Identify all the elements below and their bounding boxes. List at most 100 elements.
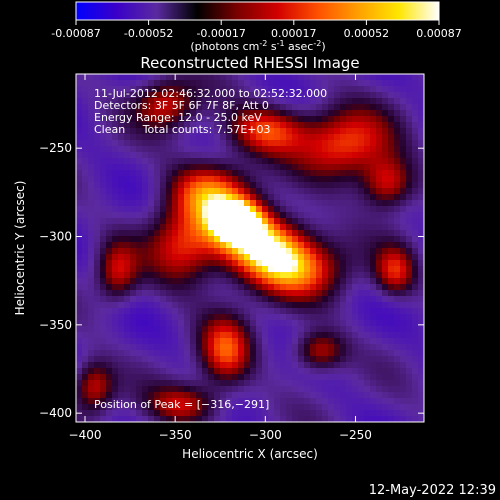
heatmap-cell [82,374,89,381]
heatmap-cell [130,86,137,93]
heatmap-cell [328,152,335,159]
heatmap-cell [274,380,281,387]
heatmap-cell [76,266,83,273]
heatmap-cell [100,140,107,147]
heatmap-cell [226,200,233,207]
heatmap-cell [172,122,179,129]
heatmap-cell [244,176,251,183]
heatmap-cell [190,140,197,147]
heatmap-cell [136,224,143,231]
heatmap-cell [88,374,95,381]
heatmap-cell [238,326,245,333]
heatmap-cell [208,116,215,123]
heatmap-cell [184,350,191,357]
heatmap-cell [172,386,179,393]
heatmap-cell [238,350,245,357]
heatmap-cell [340,326,347,333]
heatmap-cell [388,320,395,327]
heatmap-cell [238,86,245,93]
heatmap-cell [406,320,413,327]
heatmap-cell [160,356,167,363]
heatmap-cell [352,188,359,195]
heatmap-cell [376,116,383,123]
heatmap-cell [238,374,245,381]
heatmap-cell [346,338,353,345]
heatmap-cell [274,320,281,327]
heatmap-cell [298,122,305,129]
heatmap-cell [322,98,329,105]
heatmap-cell [82,338,89,345]
heatmap-cell [280,410,287,417]
heatmap-cell [328,110,335,117]
heatmap-cell [346,266,353,273]
heatmap-cell [214,230,221,237]
heatmap-cell [172,218,179,225]
heatmap-cell [292,266,299,273]
heatmap-cell [298,80,305,87]
heatmap-cell [232,308,239,315]
heatmap-cell [154,272,161,279]
heatmap-cell [112,152,119,159]
heatmap-cell [406,332,413,339]
heatmap-cell [376,176,383,183]
heatmap-cell [76,332,83,339]
heatmap-cell [310,278,317,285]
heatmap-cell [214,404,221,411]
heatmap-cell [208,176,215,183]
heatmap-cell [244,212,251,219]
heatmap-cell [244,350,251,357]
heatmap-cell [226,230,233,237]
heatmap-cell [232,104,239,111]
heatmap-cell [310,188,317,195]
heatmap-cell [286,164,293,171]
heatmap-cell [178,308,185,315]
heatmap-cell [394,338,401,345]
heatmap-cell [322,332,329,339]
heatmap-cell [298,218,305,225]
heatmap-cell [130,410,137,417]
heatmap-cell [292,104,299,111]
heatmap-cell [328,236,335,243]
heatmap-cell [250,116,257,123]
heatmap-cell [292,308,299,315]
heatmap-cell [82,158,89,165]
heatmap-cell [280,182,287,189]
heatmap-cell [94,302,101,309]
heatmap-cell [310,290,317,297]
heatmap-cell [202,380,209,387]
heatmap-cell [310,104,317,111]
heatmap-cell [310,110,317,117]
heatmap-cell [148,302,155,309]
heatmap-cell [238,392,245,399]
heatmap-cell [412,206,419,213]
heatmap-cell [388,254,395,261]
heatmap-cell [124,308,131,315]
heatmap-cell [136,272,143,279]
heatmap-cell [376,338,383,345]
heatmap-cell [82,188,89,195]
heatmap-cell [244,362,251,369]
heatmap-cell [298,314,305,321]
heatmap-cell [178,110,185,117]
heatmap-cell [82,278,89,285]
heatmap-cell [226,188,233,195]
heatmap-cell [274,116,281,123]
heatmap-cell [364,362,371,369]
heatmap-cell [232,242,239,249]
heatmap-cell [232,278,239,285]
heatmap-cell [418,302,425,309]
heatmap-cell [364,104,371,111]
heatmap-cell [214,320,221,327]
heatmap-cell [310,356,317,363]
heatmap-cell [214,128,221,135]
heatmap-cell [340,128,347,135]
heatmap-cell [244,74,251,81]
heatmap-cell [190,242,197,249]
heatmap-cell [406,266,413,273]
heatmap-cell [94,410,101,417]
heatmap-cell [298,362,305,369]
heatmap-cell [250,86,257,93]
heatmap-cell [142,122,149,129]
heatmap-cell [118,200,125,207]
heatmap-cell [406,218,413,225]
